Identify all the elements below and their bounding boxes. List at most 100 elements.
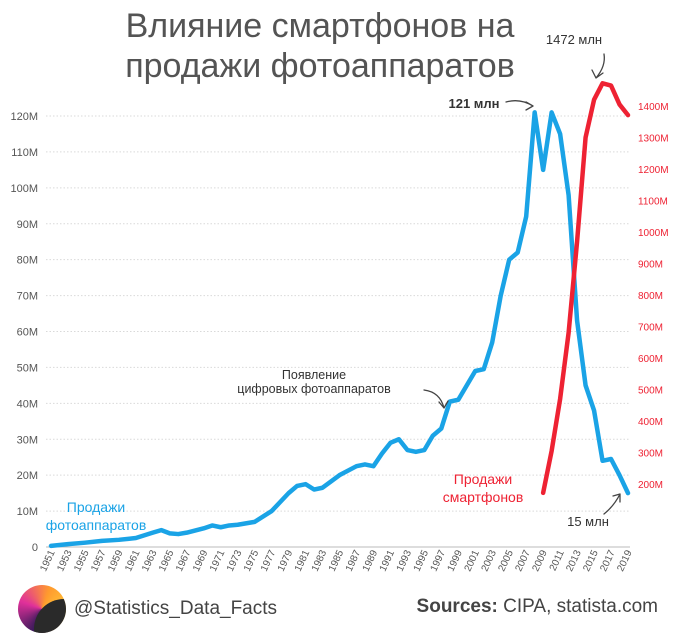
smartphones-series-label-line2: смартфонов — [443, 489, 524, 505]
annotation-arrow — [591, 53, 605, 79]
y-left-tick-label: 110M — [11, 147, 38, 159]
data-point-cameras — [270, 510, 273, 512]
annotation-peak-smartphones: 1472 млн — [546, 32, 602, 47]
data-point-smartphones — [550, 450, 553, 452]
data-point-cameras — [415, 451, 417, 453]
y-right-tick-label: 200M — [638, 480, 663, 491]
data-point-cameras — [118, 539, 120, 541]
data-point-cameras — [482, 368, 485, 371]
data-point-cameras — [474, 370, 477, 372]
data-point-smartphones — [593, 98, 595, 101]
chart: 0 10M 20M 30M 40M 50M 60M 70M 80M 90M 100M 110M 120M… — [10, 32, 669, 573]
data-point-cameras — [525, 215, 527, 218]
x-tick-label: 2019 — [615, 548, 635, 573]
data-point-cameras — [364, 463, 366, 466]
data-point-cameras — [313, 488, 315, 491]
data-point-cameras — [584, 384, 587, 387]
data-point-cameras — [516, 251, 519, 254]
annotation-digital-line1: Появление — [282, 368, 346, 382]
y-left-tick-label: 70M — [17, 291, 38, 303]
data-point-cameras — [135, 537, 137, 539]
title-line-2: продажи фотоаппаратов — [125, 47, 515, 85]
data-point-cameras — [576, 319, 578, 322]
data-point-cameras — [304, 483, 307, 485]
y-left-tick-label: 60M — [17, 327, 38, 339]
footer-brand: @Statistics_Data_Facts — [18, 584, 277, 634]
data-point-cameras — [601, 460, 604, 462]
data-point-cameras — [236, 523, 239, 526]
y-right-tick-label: 300M — [638, 449, 663, 460]
sources-text: CIPA, statista.com — [497, 596, 658, 617]
x-tick-label: 2009 — [530, 548, 550, 573]
sources-label: Sources: — [416, 596, 498, 617]
logo-icon — [18, 585, 66, 633]
data-point-cameras — [152, 531, 154, 534]
data-point-cameras — [610, 458, 612, 460]
annotation-peak-cameras: 121 млн — [448, 96, 499, 111]
data-point-cameras — [355, 465, 358, 467]
annotation-last-cameras: 15 млн — [567, 514, 609, 529]
y-left-tick-label: 20M — [17, 470, 38, 482]
annotation-arrow — [603, 493, 621, 515]
title-line-1: Влияние смартфонов на — [125, 7, 515, 45]
y-right-tick-label: 1000M — [638, 228, 669, 239]
data-point-cameras — [168, 532, 171, 535]
data-point-cameras — [398, 438, 400, 441]
y-right-tick-label: 400M — [638, 417, 663, 428]
data-point-cameras — [84, 541, 86, 544]
y-right-tick-label: 600M — [638, 354, 663, 365]
footer-handle: @Statistics_Data_Facts — [74, 598, 278, 619]
data-point-cameras — [177, 533, 180, 535]
data-point-cameras — [381, 452, 383, 455]
data-point-cameras — [627, 492, 629, 494]
annotation-arrow — [423, 389, 449, 409]
smartphones-series-label-line1: Продажи — [454, 471, 512, 487]
data-point-cameras — [219, 526, 222, 529]
annotation-arrow — [505, 100, 534, 111]
data-point-smartphones — [601, 82, 604, 85]
y-left-tick-label: 50M — [17, 362, 38, 374]
data-point-cameras — [423, 449, 426, 451]
data-point-cameras — [101, 540, 103, 542]
data-point-cameras — [567, 194, 570, 196]
data-point-cameras — [449, 400, 451, 403]
data-point-cameras — [440, 427, 443, 430]
y-left-tick-label: 0 — [32, 542, 38, 554]
data-point-cameras — [228, 524, 230, 527]
data-point-smartphones — [542, 492, 544, 494]
data-point-cameras — [618, 474, 621, 476]
data-point-cameras — [321, 486, 324, 489]
data-point-cameras — [406, 449, 409, 451]
data-point-cameras — [389, 442, 392, 444]
data-point-smartphones — [567, 332, 570, 334]
data-point-smartphones — [576, 240, 578, 243]
cameras-series-label-line1: Продажи — [67, 499, 125, 515]
data-point-cameras — [542, 169, 544, 171]
data-point-smartphones — [610, 84, 612, 87]
cameras-series-label-line2: фотоаппаратов — [46, 517, 147, 533]
y-right-tick-label: 1200M — [638, 165, 669, 176]
data-point-cameras — [457, 398, 460, 401]
data-point-smartphones — [618, 103, 621, 106]
data-point-cameras — [533, 111, 536, 114]
y-right-tick-label: 900M — [638, 260, 663, 271]
y-right-tick-label: 800M — [638, 291, 663, 302]
data-point-cameras — [50, 545, 52, 547]
y-left-tick-label: 10M — [17, 506, 38, 518]
y-right-tick-label: 700M — [638, 323, 663, 334]
data-point-cameras — [550, 111, 553, 114]
y-right-tick-label: 1300M — [638, 134, 669, 145]
y-left-tick-label: 100M — [10, 183, 38, 195]
data-point-cameras — [432, 434, 434, 437]
data-point-cameras — [296, 485, 298, 487]
data-point-cameras — [559, 133, 561, 135]
data-point-cameras — [508, 258, 511, 261]
data-point-cameras — [67, 543, 69, 545]
data-point-smartphones — [627, 114, 629, 116]
data-point-smartphones — [584, 136, 587, 139]
y-left-tick-label: 90M — [17, 219, 38, 231]
data-point-cameras — [338, 474, 341, 476]
data-point-smartphones — [559, 398, 561, 400]
y-left-tick-label: 120M — [10, 111, 38, 123]
data-point-cameras — [211, 524, 214, 527]
